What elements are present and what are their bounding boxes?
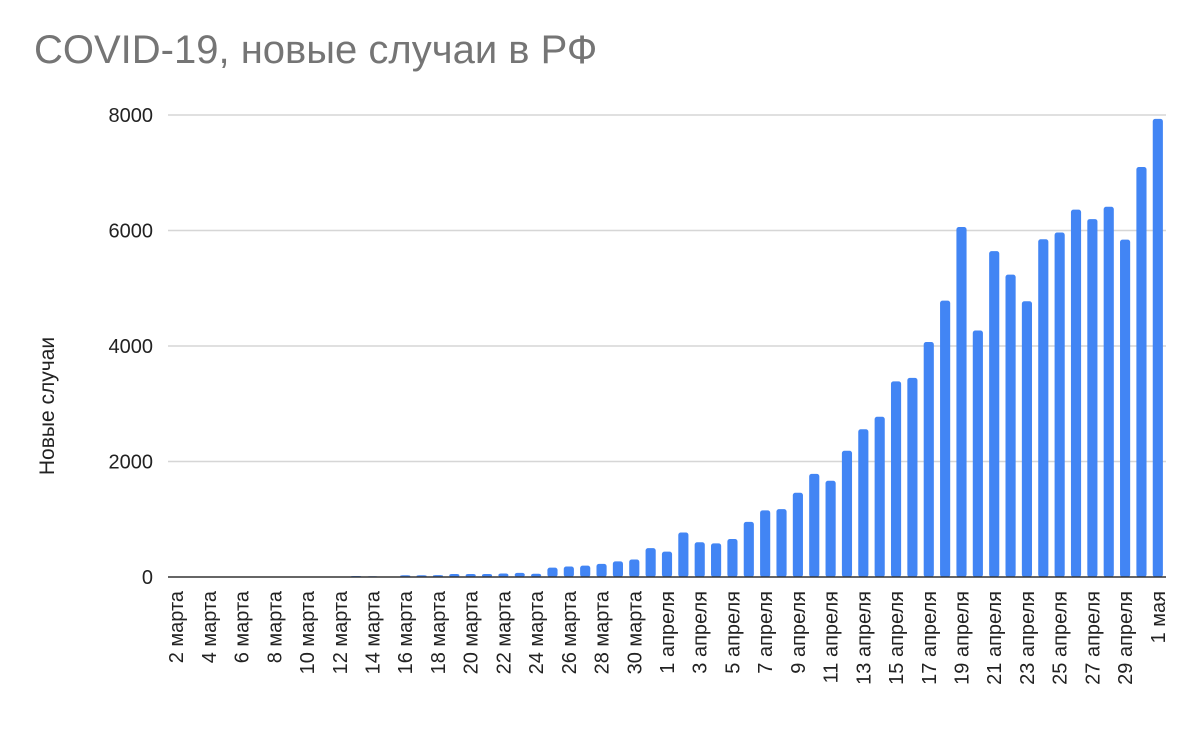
- bar: [629, 559, 640, 577]
- y-tick-label: 4000: [109, 336, 154, 358]
- bar: [498, 573, 509, 577]
- x-tick-label: 10 марта: [297, 590, 319, 674]
- bar: [531, 573, 542, 577]
- x-tick-label: 17 апреля: [919, 591, 941, 685]
- x-tick-label: 13 апреля: [853, 591, 875, 685]
- x-tick-label: 21 апреля: [984, 591, 1006, 685]
- x-tick-label: 11 апреля: [821, 591, 843, 683]
- bar: [1054, 232, 1065, 577]
- bar: [989, 251, 1000, 577]
- y-tick-label: 0: [142, 567, 153, 589]
- y-axis-ticks: 0 2000 4000 6000 8000: [109, 105, 154, 589]
- x-tick-label: 2 марта: [166, 590, 188, 663]
- bar: [1120, 239, 1131, 577]
- gridlines: [168, 114, 1166, 463]
- x-tick-label: 18 марта: [428, 590, 450, 674]
- bar: [596, 563, 607, 577]
- x-tick-label: 1 мая: [1148, 591, 1170, 643]
- bar: [727, 539, 738, 577]
- bar: [874, 416, 885, 577]
- x-tick-label: 19 апреля: [951, 591, 973, 685]
- bar: [711, 543, 722, 577]
- bar: [514, 572, 525, 577]
- x-tick-label: 7 апреля: [755, 591, 777, 674]
- bar: [907, 377, 918, 577]
- x-tick-label: 23 апреля: [1017, 591, 1039, 685]
- bar: [858, 429, 869, 577]
- bar: [1021, 301, 1033, 577]
- x-axis-ticks: 2 марта 4 марта 6 марта 8 марта 10 марта 12 м…: [166, 590, 1170, 685]
- bar: [809, 473, 820, 577]
- x-tick-label: 24 марта: [526, 590, 548, 674]
- bar: [547, 567, 558, 577]
- x-tick-label: 15 апреля: [886, 591, 908, 685]
- bar: [743, 521, 754, 577]
- x-tick-label: 12 марта: [330, 590, 352, 674]
- x-tick-label: 25 апреля: [1050, 591, 1072, 685]
- bar: [956, 227, 967, 577]
- bar: [580, 565, 591, 577]
- x-tick-label: 30 марта: [624, 590, 646, 674]
- bar: [465, 573, 476, 577]
- chart-title: COVID-19, новые случаи в РФ: [34, 28, 598, 72]
- bar: [760, 510, 771, 577]
- x-tick-label: 5 апреля: [722, 591, 744, 674]
- y-axis-label: Новые случаи: [36, 337, 59, 475]
- bar: [972, 330, 983, 577]
- bar: [1136, 167, 1147, 577]
- bar: [923, 341, 934, 577]
- bar: [612, 561, 623, 577]
- x-tick-label: 9 апреля: [788, 591, 810, 674]
- x-tick-label: 27 апреля: [1082, 591, 1104, 685]
- bar: [792, 492, 803, 577]
- bar: [1103, 206, 1114, 577]
- bar: [890, 381, 902, 577]
- bar: [694, 542, 705, 577]
- y-tick-label: 2000: [109, 452, 154, 474]
- bar: [449, 573, 460, 577]
- x-tick-label: 3 апреля: [690, 591, 712, 674]
- x-tick-label: 16 марта: [395, 590, 417, 674]
- bar: [1070, 209, 1082, 577]
- x-tick-label: 6 марта: [232, 590, 254, 663]
- y-tick-label: 8000: [109, 105, 154, 127]
- bar: [645, 548, 656, 577]
- bar: [940, 300, 951, 577]
- bars: [171, 118, 1163, 578]
- x-tick-label: 8 марта: [264, 590, 286, 663]
- x-tick-label: 28 марта: [592, 590, 614, 674]
- x-tick-label: 14 марта: [363, 590, 385, 674]
- bar: [1152, 118, 1163, 577]
- y-tick-label: 6000: [109, 221, 154, 243]
- bar: [841, 450, 853, 577]
- bar: [678, 532, 689, 577]
- bar: [661, 551, 673, 577]
- x-tick-label: 4 марта: [199, 590, 221, 663]
- bar: [1087, 219, 1098, 578]
- bar: [481, 573, 493, 577]
- bar: [1005, 274, 1016, 577]
- bar: [563, 566, 574, 577]
- x-tick-label: 29 апреля: [1115, 591, 1137, 685]
- x-tick-label: 1 апреля: [657, 591, 679, 674]
- x-tick-label: 20 марта: [461, 590, 483, 674]
- bar: [825, 480, 836, 577]
- bar: [1038, 239, 1049, 577]
- bar: [776, 509, 787, 577]
- x-tick-label: 26 марта: [559, 590, 581, 674]
- x-tick-label: 22 марта: [493, 590, 515, 674]
